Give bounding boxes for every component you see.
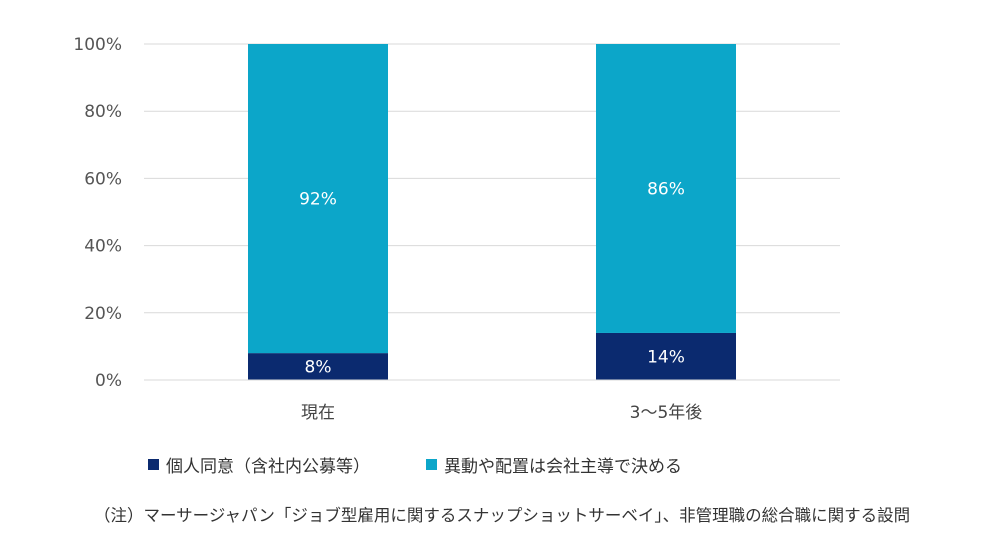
bar-segment-company-led (248, 44, 388, 354)
source-note: （注）マーサージャパン「ジョブ型雇用に関するスナップショットサーベイ」、非管理職… (94, 506, 911, 525)
legend-swatch-company-led (426, 459, 437, 470)
bar-segment-company-led (596, 44, 736, 333)
legend-swatch-individual-consent (148, 459, 159, 470)
stacked-bar-chart: 0% 20% 40% 60% 80% 100% 8% 92% 現在 14% 86% 3～5年後 (73, 35, 840, 423)
legend-item-company-led: 異動や配置は会社主導で決める (426, 452, 682, 477)
data-label: 14% (647, 347, 685, 367)
legend-label-company-led: 異動や配置は会社主導で決める (444, 457, 682, 477)
x-tick-label: 現在 (301, 403, 335, 423)
x-tick-label: 3～5年後 (630, 403, 703, 423)
y-tick-label: 0% (95, 371, 122, 391)
y-tick-label: 20% (84, 304, 122, 324)
legend-label-individual-consent: 個人同意（含社内公募等） (166, 457, 370, 477)
y-tick-label: 40% (84, 237, 122, 257)
bar-segment-individual-consent (596, 332, 736, 380)
data-label: 86% (647, 179, 685, 199)
legend: 個人同意（含社内公募等） 異動や配置は会社主導で決める (148, 452, 738, 477)
y-tick-label: 80% (84, 102, 122, 122)
data-label: 92% (299, 190, 337, 210)
data-label: 8% (305, 358, 332, 378)
bar-segment-individual-consent (248, 353, 388, 380)
legend-item-individual-consent: 個人同意（含社内公募等） (148, 452, 370, 477)
y-tick-label: 100% (73, 35, 122, 55)
y-tick-label: 60% (84, 169, 122, 189)
